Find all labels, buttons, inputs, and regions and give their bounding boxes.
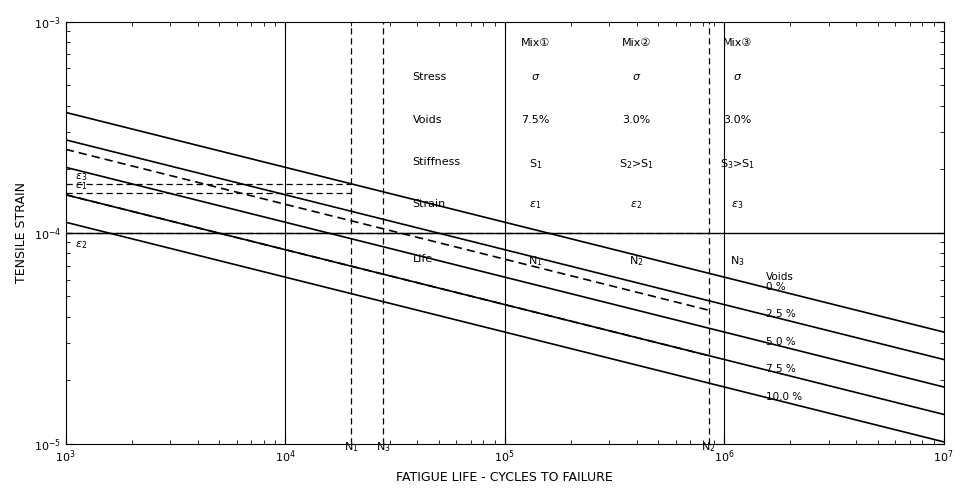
Text: N$_3$: N$_3$ <box>730 254 745 267</box>
Text: $\varepsilon_1$: $\varepsilon_1$ <box>75 180 87 192</box>
Text: N$_3$: N$_3$ <box>376 440 391 454</box>
Text: Stiffness: Stiffness <box>413 157 460 167</box>
Text: 3.0%: 3.0% <box>723 115 752 125</box>
Text: Stress: Stress <box>413 72 447 82</box>
Text: 5.0 %: 5.0 % <box>766 337 796 347</box>
Text: $\varepsilon_3$: $\varepsilon_3$ <box>732 199 743 211</box>
Text: 10.0 %: 10.0 % <box>766 392 802 402</box>
Text: N$_1$: N$_1$ <box>344 440 359 454</box>
Text: $\sigma$: $\sigma$ <box>733 72 742 82</box>
Text: $\sigma$: $\sigma$ <box>531 72 540 82</box>
Text: $\varepsilon_3$: $\varepsilon_3$ <box>75 172 87 183</box>
Text: Life: Life <box>413 254 433 264</box>
X-axis label: FATIGUE LIFE - CYCLES TO FAILURE: FATIGUE LIFE - CYCLES TO FAILURE <box>396 471 613 484</box>
Text: $\varepsilon_1$: $\varepsilon_1$ <box>529 199 542 211</box>
Text: $\varepsilon_2$: $\varepsilon_2$ <box>75 240 87 251</box>
Text: Strain: Strain <box>413 199 446 209</box>
Text: S$_1$: S$_1$ <box>529 157 543 171</box>
Text: N$_1$: N$_1$ <box>528 254 543 267</box>
Y-axis label: TENSILE STRAIN: TENSILE STRAIN <box>15 182 28 283</box>
Text: Voids: Voids <box>766 272 794 282</box>
Text: 7.5%: 7.5% <box>521 115 549 125</box>
Text: 0 %: 0 % <box>766 282 786 292</box>
Text: $\varepsilon_2$: $\varepsilon_2$ <box>631 199 642 211</box>
Text: S$_3$>S$_1$: S$_3$>S$_1$ <box>720 157 755 171</box>
Text: 2.5 %: 2.5 % <box>766 309 796 319</box>
Text: S$_2$>S$_1$: S$_2$>S$_1$ <box>619 157 654 171</box>
Text: Mix①: Mix① <box>520 38 550 48</box>
Text: Mix②: Mix② <box>622 38 651 48</box>
Text: 7.5 %: 7.5 % <box>766 364 796 374</box>
Text: 3.0%: 3.0% <box>622 115 650 125</box>
Text: Mix③: Mix③ <box>723 38 752 48</box>
Text: N$_2$: N$_2$ <box>629 254 643 267</box>
Text: N$_2$: N$_2$ <box>702 440 716 454</box>
Text: $\sigma$: $\sigma$ <box>632 72 641 82</box>
Text: Voids: Voids <box>413 115 442 125</box>
